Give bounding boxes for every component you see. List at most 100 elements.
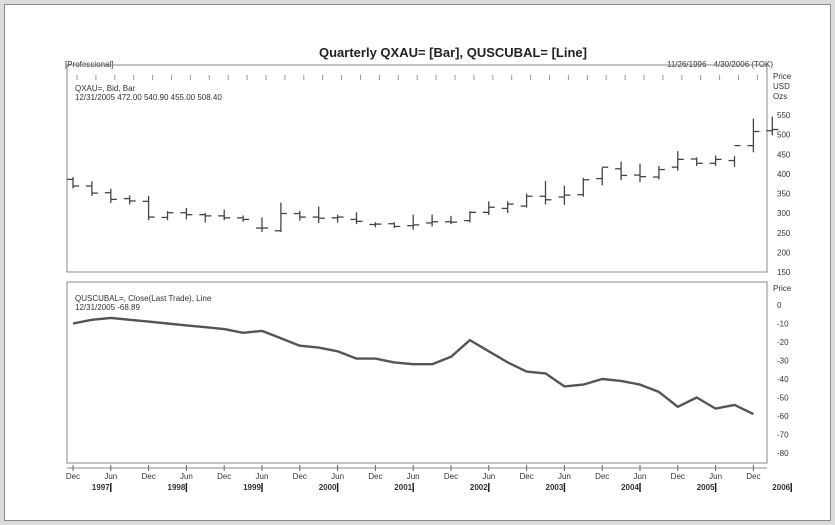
x-month-label: Dec (671, 472, 685, 481)
bottom-y-axis: 0 -10 -20 -30 -40 -50 -60 -70 -80 (777, 301, 789, 458)
x-year-label: 2000 (319, 483, 337, 492)
ohlc-bar (407, 214, 420, 230)
ohlc-bar (652, 166, 665, 180)
ohlc-bar (463, 211, 476, 223)
top-series-label: QXAU=, Bid, Bar (75, 84, 136, 93)
ohlc-bar (426, 214, 439, 227)
ohlc-bar (67, 177, 79, 189)
x-month-label: Jun (482, 472, 495, 481)
ohlc-bar (747, 118, 760, 153)
x-month-label: Jun (709, 472, 722, 481)
x-month-label: Jun (104, 472, 117, 481)
top-axis-title-2: USD (773, 82, 790, 91)
ohlc-bar (85, 181, 98, 196)
bottom-tick-label: -30 (777, 357, 789, 366)
bottom-panel-frame (66, 281, 768, 464)
x-month-label: Dec (444, 472, 458, 481)
chart-title: Quarterly QXAU= [Bar], QUSCUBAL= [Line] (319, 45, 587, 60)
x-month-label: Dec (368, 472, 382, 481)
line-series-quscubal (72, 316, 754, 416)
top-tick-label: 350 (777, 190, 791, 199)
top-series-values: 12/31/2005 472.00 540.90 455.00 508.40 (75, 93, 222, 102)
top-tick-label: 300 (777, 209, 791, 218)
ohlc-bar (577, 177, 590, 197)
x-month-label: Dec (217, 472, 231, 481)
top-tick-label: 250 (777, 229, 791, 238)
ohlc-bar (539, 180, 552, 205)
x-year-label: 2001 (394, 483, 412, 492)
x-month-label: Dec (293, 472, 307, 481)
x-year-label: 1999 (243, 483, 261, 492)
x-year-label: 2005 (697, 483, 715, 492)
x-month-label: Dec (66, 472, 80, 481)
bottom-tick-label: -70 (777, 431, 789, 440)
x-month-label: Dec (141, 472, 155, 481)
chart-canvas: Quarterly QXAU= [Bar], QUSCUBAL= [Line] … (65, 45, 792, 492)
ohlc-bar (274, 202, 287, 232)
top-tick-label: 550 (777, 111, 791, 120)
x-month-label: Jun (558, 472, 571, 481)
x-year-label: 1997 (92, 483, 110, 492)
ohlc-bar (123, 195, 136, 205)
ohlc-bar (369, 222, 382, 228)
ohlc-bars (67, 116, 779, 232)
x-month-label: Dec (595, 472, 609, 481)
ohlc-bar (671, 151, 684, 171)
x-month-label: Jun (331, 472, 344, 481)
ohlc-bar (558, 185, 571, 205)
bottom-tick-label: -60 (777, 412, 789, 421)
ohlc-bar (350, 212, 363, 225)
x-year-label: 2004 (621, 483, 639, 492)
x-month-label: Dec (519, 472, 533, 481)
ohlc-bar (104, 188, 117, 203)
ohlc-bar (388, 222, 401, 229)
ohlc-bar (766, 116, 779, 136)
ohlc-bar (161, 211, 174, 221)
ohlc-bar (728, 144, 741, 167)
ohlc-bar (615, 161, 628, 181)
bottom-tick-label: -10 (777, 320, 789, 329)
top-tick-label: 400 (777, 170, 791, 179)
top-panel-frame (66, 64, 768, 273)
ohlc-bar (690, 157, 703, 167)
ohlc-bar (180, 208, 193, 220)
x-month-label: Dec (746, 472, 760, 481)
x-year-label: 2002 (470, 483, 488, 492)
top-axis-title-3: Ozs (773, 92, 787, 101)
ohlc-bar (709, 155, 722, 167)
bottom-tick-label: -50 (777, 394, 789, 403)
ohlc-bar (596, 166, 609, 186)
bottom-series-values: 12/31/2005 -68.89 (75, 303, 140, 312)
bottom-series-label: QUSCUBAL=, Close(Last Trade), Line (75, 294, 212, 303)
top-tick-label: 200 (777, 248, 791, 257)
x-year-label: 1998 (168, 483, 186, 492)
x-month-label: Jun (180, 472, 193, 481)
ohlc-bar (237, 215, 250, 222)
ohlc-bar (482, 201, 495, 216)
x-year-label: 2003 (546, 483, 564, 492)
bottom-tick-label: -40 (777, 375, 789, 384)
x-axis: Dec Jun Dec Jun Dec Jun Dec Jun Dec Jun Dec Jun Dec J… (66, 465, 792, 492)
ohlc-bar (256, 217, 268, 232)
bottom-tick-label: -20 (777, 338, 789, 347)
top-y-axis: 550 500 450 400 350 300 250 200 150 (777, 111, 791, 277)
top-tick-label: 150 (777, 268, 791, 277)
ohlc-bar (218, 209, 231, 221)
ohlc-bar (501, 201, 514, 214)
bottom-tick-label: 0 (777, 301, 782, 310)
top-tick-label: 450 (777, 150, 791, 159)
x-month-label: Jun (407, 472, 420, 481)
ohlc-bar (445, 215, 457, 225)
top-axis-title-1: Price (773, 72, 792, 81)
ohlc-bar (142, 195, 155, 221)
ohlc-bar (199, 213, 212, 223)
ohlc-bar (312, 206, 325, 223)
ohlc-bar (520, 193, 533, 208)
x-year-label: 2006 (772, 483, 790, 492)
ohlc-bar (634, 163, 646, 183)
top-x-tickmarks (76, 75, 758, 80)
x-month-label: Jun (634, 472, 647, 481)
bottom-tick-label: -80 (777, 449, 789, 458)
chart-frame: Quarterly QXAU= [Bar], QUSCUBAL= [Line] … (4, 4, 831, 521)
bottom-axis-title: Price (773, 284, 792, 293)
